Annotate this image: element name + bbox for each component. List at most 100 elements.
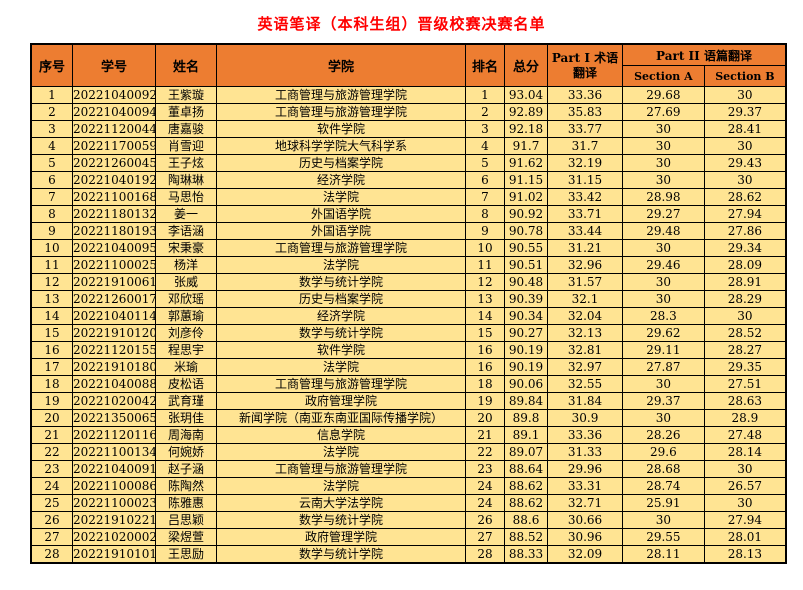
rank-cell: 16	[465, 358, 505, 376]
student-id-cell: 20221260045	[72, 154, 156, 172]
header-student-id: 学号	[72, 43, 156, 87]
part1-score-cell: 30.96	[547, 528, 623, 546]
header-rank: 排名	[465, 43, 505, 87]
rank-cell: 24	[465, 477, 505, 495]
student-id-cell: 20221100086	[72, 477, 156, 495]
header-part1-terminology: Part I 术语翻译	[547, 43, 623, 87]
section-b-score-cell: 28.14	[703, 443, 787, 461]
section-a-score-cell: 30	[622, 239, 705, 257]
section-a-score-cell: 29.62	[622, 324, 705, 342]
college-cell: 工商管理与旅游管理学院	[216, 103, 466, 121]
rank-cell: 10	[465, 239, 505, 257]
section-b-score-cell: 28.63	[703, 392, 787, 410]
table-row: 8 20221180132 姜一 外国语学院 8 90.92 33.71 29.…	[30, 205, 787, 223]
index-cell: 1	[30, 86, 73, 104]
part1-score-cell: 33.36	[547, 426, 623, 444]
rank-cell: 9	[465, 222, 505, 240]
part1-score-cell: 31.15	[547, 171, 623, 189]
college-cell: 法学院	[216, 443, 466, 461]
part1-score-cell: 35.83	[547, 103, 623, 121]
total-score-cell: 90.06	[504, 375, 548, 393]
section-b-score-cell: 30	[703, 494, 787, 512]
section-a-score-cell: 29.27	[622, 205, 705, 223]
total-score-cell: 90.34	[504, 307, 548, 325]
rank-cell: 28	[465, 545, 505, 564]
student-id-cell: 20221910101	[72, 545, 156, 564]
index-cell: 20	[30, 409, 73, 427]
total-score-cell: 88.62	[504, 494, 548, 512]
rank-cell: 5	[465, 154, 505, 172]
rank-cell: 27	[465, 528, 505, 546]
section-b-score-cell: 27.48	[703, 426, 787, 444]
section-a-score-cell: 29.37	[622, 392, 705, 410]
name-cell: 邓欣瑶	[155, 290, 217, 308]
rank-cell: 11	[465, 256, 505, 274]
section-b-score-cell: 29.37	[703, 103, 787, 121]
section-a-score-cell: 27.69	[622, 103, 705, 121]
part1-score-cell: 32.04	[547, 307, 623, 325]
section-a-score-cell: 29.11	[622, 341, 705, 359]
rank-cell: 20	[465, 409, 505, 427]
college-cell: 地球科学学院大气科学系	[216, 137, 466, 155]
total-score-cell: 90.48	[504, 273, 548, 291]
part1-score-cell: 32.96	[547, 256, 623, 274]
index-cell: 24	[30, 477, 73, 495]
section-a-score-cell: 30	[622, 120, 705, 138]
name-cell: 李语涵	[155, 222, 217, 240]
header-row-2: Section A Section B	[31, 65, 787, 87]
total-score-cell: 90.27	[504, 324, 548, 342]
college-cell: 工商管理与旅游管理学院	[216, 86, 466, 104]
student-id-cell: 20221910120	[72, 324, 156, 342]
section-b-score-cell: 27.51	[703, 375, 787, 393]
table-row: 1 20221040092 王紫璇 工商管理与旅游管理学院 1 93.04 33…	[30, 86, 787, 104]
section-b-score-cell: 30	[703, 307, 787, 325]
index-cell: 12	[30, 273, 73, 291]
college-cell: 经济学院	[216, 171, 466, 189]
table-row: 18 20221040088 皮松语 工商管理与旅游管理学院 18 90.06 …	[30, 375, 787, 393]
rank-cell: 4	[465, 137, 505, 155]
section-b-score-cell: 28.09	[703, 256, 787, 274]
student-id-cell: 20221120116	[72, 426, 156, 444]
college-cell: 新闻学院（南亚东南亚国际传播学院）	[216, 409, 466, 427]
college-cell: 政府管理学院	[216, 528, 466, 546]
index-cell: 22	[30, 443, 73, 461]
part1-score-cell: 30.66	[547, 511, 623, 529]
index-cell: 23	[30, 460, 73, 478]
section-b-score-cell: 27.94	[703, 205, 787, 223]
student-id-cell: 20221120155	[72, 341, 156, 359]
name-cell: 郭蕙瑜	[155, 307, 217, 325]
table-row: 23 20221040091 赵子涵 工商管理与旅游管理学院 23 88.64 …	[30, 460, 787, 478]
part1-score-cell: 32.13	[547, 324, 623, 342]
index-cell: 2	[30, 103, 73, 121]
college-cell: 数学与统计学院	[216, 324, 466, 342]
name-cell: 董卓扬	[155, 103, 217, 121]
index-cell: 6	[30, 171, 73, 189]
index-cell: 7	[30, 188, 73, 206]
table-row: 20 20221350065 张玥佳 新闻学院（南亚东南亚国际传播学院） 20 …	[30, 409, 787, 427]
index-cell: 5	[30, 154, 73, 172]
total-score-cell: 88.33	[504, 545, 548, 564]
total-score-cell: 90.78	[504, 222, 548, 240]
student-id-cell: 20221040088	[72, 375, 156, 393]
section-b-score-cell: 30	[703, 86, 787, 104]
name-cell: 吕思颖	[155, 511, 217, 529]
college-cell: 法学院	[216, 477, 466, 495]
total-score-cell: 91.02	[504, 188, 548, 206]
part1-score-cell: 33.42	[547, 188, 623, 206]
college-cell: 法学院	[216, 188, 466, 206]
student-id-cell: 20221180132	[72, 205, 156, 223]
index-cell: 21	[30, 426, 73, 444]
index-cell: 18	[30, 375, 73, 393]
name-cell: 米瑜	[155, 358, 217, 376]
section-a-score-cell: 25.91	[622, 494, 705, 512]
part1-score-cell: 31.33	[547, 443, 623, 461]
header-total: 总分	[504, 43, 548, 87]
header-section-b: Section B	[703, 65, 787, 87]
header-section-a: Section A	[622, 65, 705, 87]
table-row: 11 20221100025 杨洋 法学院 11 90.51 32.96 29.…	[30, 256, 787, 274]
total-score-cell: 88.64	[504, 460, 548, 478]
table-row: 3 20221120044 唐嘉骏 软件学院 3 92.18 33.77 30 …	[30, 120, 787, 138]
name-cell: 周海南	[155, 426, 217, 444]
table-row: 7 20221100168 马思怡 法学院 7 91.02 33.42 28.9…	[30, 188, 787, 206]
total-score-cell: 89.84	[504, 392, 548, 410]
